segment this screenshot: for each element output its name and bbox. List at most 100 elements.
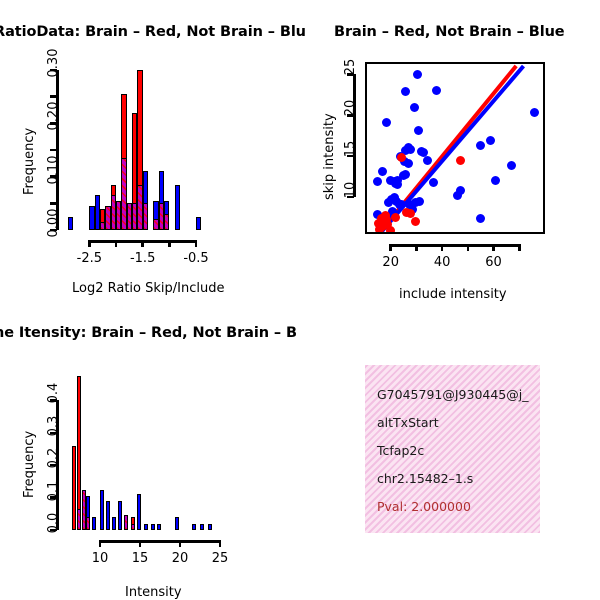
- x-axis-tick-label: 40: [433, 255, 451, 270]
- histogram-bar-not-brain: [92, 517, 96, 530]
- y-axis-tick: [347, 113, 354, 117]
- x-axis-tick: [492, 244, 495, 251]
- ratio-histogram-xlabel: Log2 Ratio Skip/Include: [72, 281, 225, 296]
- scatter-point-brain: [385, 225, 395, 232]
- histogram-bar-overlap: [126, 203, 132, 230]
- scatter-point-brain: [397, 152, 407, 162]
- x-axis-line: [390, 244, 520, 247]
- info-line-pvalue: Pval: 2.000000: [377, 499, 471, 514]
- y-axis-tick-label: 25: [343, 59, 358, 76]
- scatter-point-not-brain: [401, 87, 411, 97]
- x-axis-tick: [178, 540, 182, 547]
- histogram-bar-brain: [72, 445, 76, 530]
- x-axis-tick-label: 25: [211, 551, 229, 566]
- y-axis-tick: [347, 154, 354, 158]
- intensity-scatter-xlabel: include intensity: [399, 287, 507, 302]
- histogram-bar-overlap: [158, 203, 164, 230]
- scatter-point-not-brain: [485, 136, 495, 146]
- y-axis-tick: [50, 528, 57, 532]
- scatter-point-not-brain: [388, 206, 398, 216]
- info-line-gene-symbol: Tcfap2c: [377, 443, 425, 458]
- x-axis-tick-label: 20: [171, 551, 189, 566]
- intensity-histogram-panel: ne Itensity: Brain – Red, Not Brain – B …: [0, 300, 300, 600]
- y-axis-tick: [50, 68, 57, 72]
- histogram-bar-overlap: [86, 517, 91, 530]
- scatter-point-not-brain: [429, 178, 439, 188]
- y-axis-tick: [50, 463, 57, 467]
- y-axis-tick: [50, 431, 57, 435]
- histogram-bar-overlap: [110, 195, 116, 230]
- histogram-bar-overlap: [100, 222, 106, 230]
- scatter-point-not-brain: [412, 70, 422, 80]
- histogram-bar-overlap: [116, 200, 122, 230]
- y-axis-tick-label: 0.00: [46, 208, 61, 238]
- y-axis-line: [56, 400, 59, 530]
- x-axis-tick: [98, 540, 102, 547]
- x-axis-tick-label: 10: [91, 551, 109, 566]
- histogram-bar-not-brain: [106, 500, 110, 530]
- x-axis-tick: [194, 240, 198, 247]
- scatter-point-not-brain: [415, 197, 425, 207]
- y-axis-tick-label: 0.20: [46, 101, 61, 131]
- scatter-point-not-brain: [410, 102, 420, 112]
- y-axis-tick-label: 0.2: [46, 447, 61, 469]
- scatter-point-not-brain: [475, 214, 485, 224]
- ratio-histogram-ylabel: Frequency: [22, 127, 37, 195]
- histogram-bar-not-brain: [137, 494, 142, 530]
- scatter-point-brain: [383, 220, 393, 230]
- scatter-point-not-brain: [404, 200, 414, 210]
- intensity-histogram-title: ne Itensity: Brain – Red, Not Brain – B: [0, 325, 297, 341]
- event-info-panel: G7045791@J930445@j_ altTxStart Tcfap2c chr2…: [365, 365, 540, 533]
- scatter-point-brain: [390, 212, 400, 222]
- scatter-point-not-brain: [491, 175, 501, 185]
- histogram-bar-overlap: [76, 508, 81, 530]
- histogram-bar-brain: [76, 376, 81, 530]
- x-axis-line: [100, 540, 220, 543]
- intensity-scatter-ylabel: skip intensity: [322, 113, 337, 200]
- info-line-event-id: G7045791@J930445@j_: [377, 387, 529, 402]
- scatter-point-not-brain: [397, 200, 407, 210]
- y-axis-tick: [50, 228, 57, 232]
- intensity-histogram-ylabel: Frequency: [22, 430, 37, 498]
- x-axis-tick-label: -1.5: [129, 251, 156, 266]
- x-axis-tick: [138, 540, 142, 547]
- scatter-point-not-brain: [419, 147, 429, 157]
- scatter-point-not-brain: [372, 176, 382, 186]
- scatter-point-not-brain: [529, 107, 539, 117]
- histogram-bar-not-brain: [111, 517, 116, 530]
- info-line-coordinate: chr2.15482–1.s: [377, 471, 474, 486]
- histogram-bar-not-brain: [144, 523, 149, 530]
- intensity-histogram-bars: [68, 368, 228, 530]
- x-axis-tick: [389, 244, 392, 251]
- y-axis-tick-label: 0.30: [46, 48, 61, 78]
- x-axis-tick-label: 60: [485, 255, 502, 270]
- scatter-point-brain: [411, 216, 421, 226]
- histogram-bar-overlap: [124, 515, 129, 530]
- histogram-bar-not-brain: [192, 523, 197, 530]
- scatter-point-not-brain: [456, 185, 466, 195]
- x-axis-tick-label: 20: [382, 255, 399, 270]
- x-axis-tick: [114, 240, 118, 247]
- x-axis-tick: [168, 240, 171, 247]
- histogram-bar-not-brain: [200, 523, 205, 530]
- scatter-point-not-brain: [377, 166, 387, 176]
- intensity-scatter-plotarea: [365, 62, 545, 234]
- histogram-bar-overlap: [130, 523, 135, 530]
- histogram-bar-overlap: [137, 184, 143, 230]
- histogram-bar-not-brain: [157, 523, 162, 530]
- histogram-bar-not-brain: [68, 216, 74, 230]
- y-axis-line: [353, 74, 356, 198]
- x-axis-tick-label: -2.5: [76, 251, 103, 266]
- histogram-bar-overlap: [132, 203, 138, 230]
- x-axis-tick: [218, 540, 222, 547]
- histogram-bar-overlap: [153, 219, 159, 230]
- scatter-point-not-brain: [393, 179, 403, 189]
- histogram-bar-overlap: [105, 206, 111, 230]
- scatter-point-not-brain: [398, 170, 408, 180]
- histogram-bar-not-brain: [100, 489, 105, 530]
- x-axis-tick-label: 15: [131, 551, 149, 566]
- scatter-point-not-brain: [422, 156, 432, 166]
- scatter-point-not-brain: [406, 144, 416, 154]
- scatter-point-not-brain: [381, 117, 391, 127]
- intensity-scatter-title: Brain – Red, Not Brain – Blue: [334, 24, 565, 40]
